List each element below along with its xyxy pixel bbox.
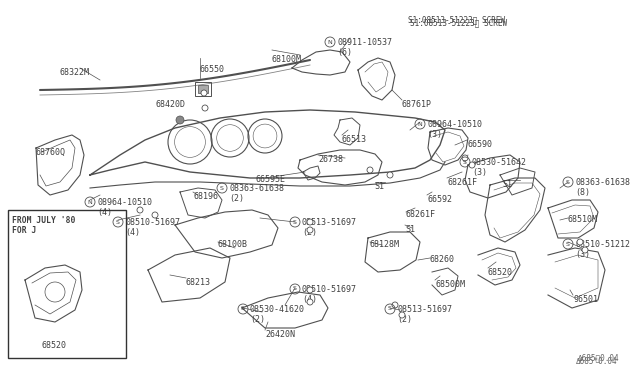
Text: S: S [566, 180, 570, 185]
Text: 68500M: 68500M [435, 280, 465, 289]
Circle shape [201, 90, 207, 96]
Text: 66550: 66550 [200, 65, 225, 74]
Text: S: S [293, 286, 297, 292]
Text: S1:08513-51223① SCREW: S1:08513-51223① SCREW [408, 15, 505, 24]
Text: 66590: 66590 [467, 140, 492, 149]
Text: 08510-51697
(4): 08510-51697 (4) [125, 218, 180, 237]
Text: S: S [220, 186, 224, 190]
Text: S: S [293, 219, 297, 224]
Text: 68213: 68213 [186, 278, 211, 287]
Circle shape [577, 239, 583, 245]
Text: 68196: 68196 [193, 192, 218, 201]
Circle shape [392, 302, 398, 308]
Text: 08513-51697
(2): 08513-51697 (2) [397, 305, 452, 324]
Text: S1: S1 [502, 180, 512, 189]
Text: 66595E: 66595E [255, 175, 285, 184]
Text: 08363-61638
(2): 08363-61638 (2) [229, 184, 284, 203]
Text: 08510-51212
(3): 08510-51212 (3) [575, 240, 630, 259]
Text: 26420N: 26420N [265, 330, 295, 339]
Text: FROM JULY '80
FOR J: FROM JULY '80 FOR J [12, 216, 76, 235]
Text: 68510M: 68510M [568, 215, 598, 224]
Circle shape [582, 247, 588, 253]
Text: 68100B: 68100B [218, 240, 248, 249]
Text: S1: S1 [374, 182, 384, 191]
Text: S: S [116, 219, 120, 224]
Text: 68520: 68520 [42, 341, 67, 350]
Text: N: N [418, 122, 422, 126]
Circle shape [202, 105, 208, 111]
Text: 68128M: 68128M [370, 240, 400, 249]
Text: 68260: 68260 [430, 255, 455, 264]
Text: 08530-51642
(3): 08530-51642 (3) [472, 158, 527, 177]
Text: S: S [566, 241, 570, 247]
Text: 68322M: 68322M [60, 68, 90, 77]
Text: 68761P: 68761P [402, 100, 432, 109]
Text: S: S [241, 307, 245, 311]
Text: 08964-10510
(3): 08964-10510 (3) [427, 120, 482, 140]
Circle shape [367, 167, 373, 173]
Text: Δ685⁊0.04: Δ685⁊0.04 [578, 353, 620, 362]
Text: 08911-10537
(6): 08911-10537 (6) [337, 38, 392, 57]
Text: 96501: 96501 [573, 295, 598, 304]
Circle shape [307, 299, 313, 305]
Circle shape [307, 219, 313, 225]
Text: 68760Q: 68760Q [36, 148, 66, 157]
Circle shape [469, 162, 475, 168]
Text: Δ685*0.04: Δ685*0.04 [576, 357, 618, 366]
Text: 08964-10510
(4): 08964-10510 (4) [97, 198, 152, 217]
Circle shape [307, 227, 313, 233]
Text: S: S [388, 307, 392, 311]
Circle shape [137, 207, 143, 213]
Text: 08510-51697
(4): 08510-51697 (4) [302, 285, 357, 304]
Circle shape [176, 116, 184, 124]
Text: N: N [88, 199, 92, 205]
Text: 68100M: 68100M [272, 55, 302, 64]
Bar [198, 85, 208, 93]
Text: S1: S1 [405, 225, 415, 234]
Circle shape [387, 172, 393, 178]
Text: 66592: 66592 [427, 195, 452, 204]
Text: 08530-41620
(2): 08530-41620 (2) [250, 305, 305, 324]
Text: 68520: 68520 [488, 268, 513, 277]
Circle shape [152, 212, 158, 218]
Bar [195, 82, 211, 96]
Text: 26738: 26738 [318, 155, 343, 164]
Text: 68261F: 68261F [406, 210, 436, 219]
Text: 08513-51697
(2): 08513-51697 (2) [302, 218, 357, 237]
Circle shape [307, 287, 313, 293]
Text: 08363-61638
(8): 08363-61638 (8) [575, 178, 630, 198]
Circle shape [462, 155, 468, 161]
Bar [8, 210, 126, 358]
Text: 66513: 66513 [342, 135, 367, 144]
Circle shape [399, 312, 405, 318]
Text: 68261F: 68261F [447, 178, 477, 187]
Text: N: N [328, 39, 332, 45]
Text: 68420D: 68420D [155, 100, 185, 109]
Text: S1:08513-51223① SCREW: S1:08513-51223① SCREW [410, 18, 507, 27]
Text: S: S [463, 160, 467, 164]
